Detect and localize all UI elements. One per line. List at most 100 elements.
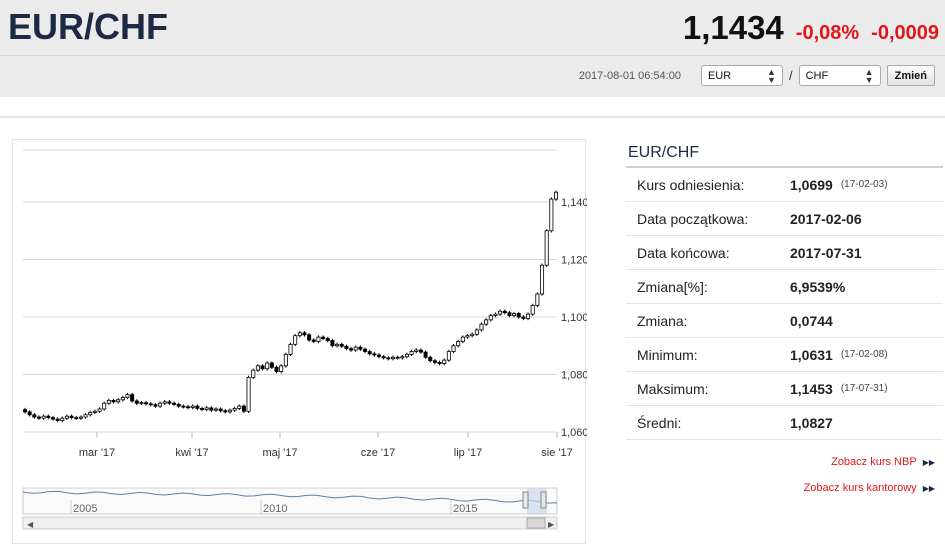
- candle-up: [293, 335, 298, 345]
- candle: [27, 410, 32, 417]
- candle: [106, 398, 111, 405]
- candle: [269, 361, 274, 370]
- candle-down: [22, 409, 27, 413]
- candle: [549, 197, 554, 233]
- candle: [544, 229, 549, 267]
- from-currency-value: EUR: [707, 69, 732, 82]
- stats-row: Data początkowa: 2017-02-06: [626, 202, 943, 236]
- candle: [158, 401, 163, 408]
- candle-down: [130, 394, 135, 402]
- candle: [507, 310, 512, 318]
- candle-down: [325, 338, 330, 341]
- change-absolute: -0,0009: [871, 22, 939, 44]
- candle: [400, 354, 405, 360]
- candle-up: [288, 343, 293, 355]
- candle: [381, 354, 386, 360]
- to-currency-select[interactable]: CHF ▲ ▼: [798, 65, 881, 86]
- candle-up: [265, 362, 270, 370]
- nbp-rate-link[interactable]: Zobacz kurs NBP ▶▶: [831, 456, 935, 468]
- candle: [530, 303, 535, 316]
- candle-down: [32, 414, 37, 418]
- from-currency-select[interactable]: EUR ▲ ▼: [700, 65, 783, 86]
- candle: [88, 410, 93, 417]
- candle: [367, 349, 372, 356]
- candle: [218, 407, 223, 413]
- candle-down: [321, 336, 326, 339]
- candle-up: [162, 401, 167, 404]
- candle: [535, 292, 540, 308]
- change-button[interactable]: Zmień: [886, 65, 935, 86]
- stats-date: (17-02-03): [840, 179, 888, 190]
- candle-up: [139, 402, 144, 405]
- chart-scrollbar: [22, 516, 558, 530]
- candle-up: [554, 191, 559, 200]
- candle-up: [102, 402, 107, 410]
- stats-row: Zmiana: 0,0744: [626, 304, 943, 338]
- candle: [293, 333, 298, 347]
- candle-down: [134, 400, 139, 404]
- candle-down: [307, 334, 312, 341]
- candle-up: [88, 412, 93, 416]
- candle-down: [218, 408, 223, 412]
- exchange-office-rate-link[interactable]: Zobacz kurs kantorowy ▶▶: [804, 482, 935, 494]
- candle-up: [279, 365, 284, 373]
- candle: [36, 415, 41, 420]
- y-tick-label: 1,1200: [561, 255, 587, 267]
- candle: [74, 415, 79, 420]
- candle: [516, 311, 521, 319]
- navigator-label: 2010: [263, 503, 287, 515]
- candle-down: [432, 360, 437, 363]
- candle: [92, 409, 97, 415]
- candle: [386, 356, 391, 361]
- candle-down: [386, 357, 391, 360]
- candle: [32, 413, 37, 419]
- candle: [465, 333, 470, 339]
- candle-up: [116, 399, 121, 403]
- stats-value: 1,0631: [790, 346, 833, 363]
- candle-up: [335, 343, 340, 347]
- candle: [22, 407, 27, 414]
- candle-up: [526, 313, 531, 319]
- candle-down: [344, 345, 349, 350]
- stats-value: 2017-02-06: [790, 210, 862, 227]
- candle: [120, 395, 125, 402]
- candle-up: [498, 310, 503, 315]
- candle-up: [479, 323, 484, 331]
- candle-down: [311, 339, 316, 342]
- y-tick-label: 1,1400: [561, 197, 587, 209]
- stats-label: Data początkowa:: [637, 210, 749, 227]
- candle-up: [213, 408, 218, 411]
- candle: [344, 344, 349, 351]
- candle: [330, 338, 335, 348]
- candle: [437, 360, 442, 366]
- candle-down: [302, 332, 307, 336]
- candle-up: [78, 416, 83, 419]
- candle: [46, 414, 51, 420]
- content-divider: [0, 116, 945, 118]
- candle-up: [227, 409, 232, 413]
- page-title: EUR/CHF: [8, 6, 168, 47]
- candle: [479, 322, 484, 332]
- candle: [316, 335, 321, 344]
- candle: [260, 364, 265, 371]
- candle: [395, 355, 400, 360]
- stats-value: 1,0827: [790, 414, 833, 431]
- candle: [390, 355, 395, 361]
- candle: [493, 312, 498, 318]
- candle: [414, 348, 419, 354]
- candle: [223, 409, 228, 414]
- stats-panel: EUR/CHF Kurs odniesienia: 1,0699 (17-02-03…: [626, 140, 943, 440]
- candle-up: [232, 408, 237, 411]
- candle-down: [209, 407, 214, 411]
- candle: [167, 400, 172, 405]
- candle: [116, 398, 121, 404]
- candle-up: [470, 333, 475, 337]
- candle-down: [521, 316, 526, 319]
- candle-down: [148, 403, 153, 406]
- stats-row: Minimum: 1,0631 (17-02-08): [626, 338, 943, 372]
- candle: [521, 315, 526, 321]
- navigator-frame: [22, 487, 558, 515]
- nbp-link-label: Zobacz kurs NBP: [831, 456, 917, 468]
- candle: [321, 335, 326, 341]
- price-chart[interactable]: 1,1400 1,1200 1,1000 1,0800 1,0600 mar '17 kw…: [13, 140, 587, 545]
